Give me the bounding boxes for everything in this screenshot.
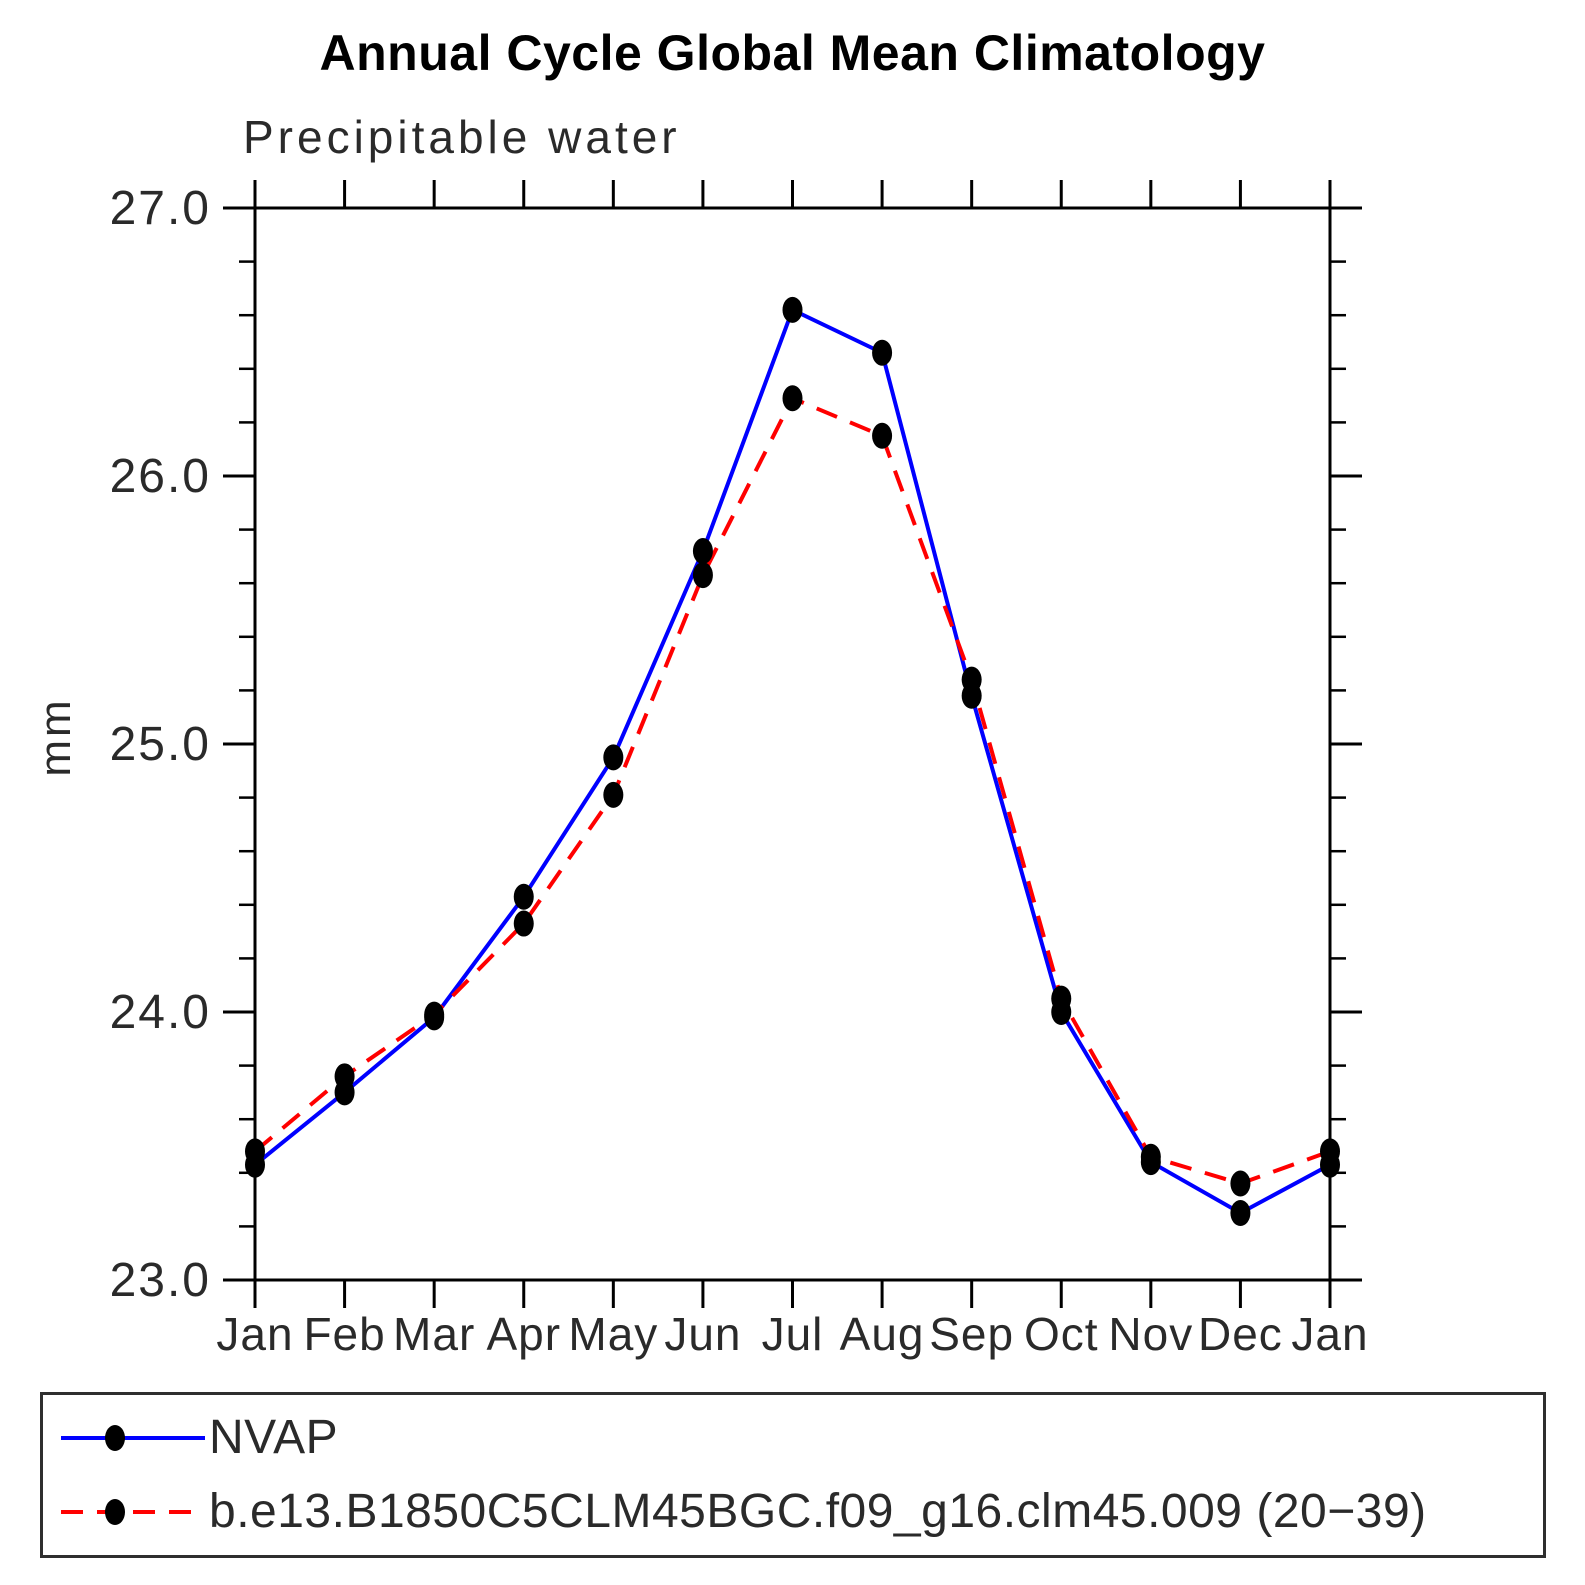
- y-tick-label: 26.0: [110, 450, 211, 503]
- legend-label-model: b.e13.B1850C5CLM45BGC.f09_g16.clm45.009 …: [209, 1485, 1427, 1538]
- legend-label-nvap: NVAP: [209, 1411, 339, 1464]
- x-tick-label: Mar: [393, 1308, 475, 1360]
- legend-item-model: b.e13.B1850C5CLM45BGC.f09_g16.clm45.009 …: [43, 1475, 1543, 1549]
- data-point-marker: [334, 1063, 355, 1090]
- legend-item-nvap: NVAP: [43, 1401, 1543, 1475]
- data-point-marker: [692, 538, 713, 565]
- legend-marker-icon: [105, 1499, 125, 1525]
- x-tick-label: Nov: [1108, 1308, 1193, 1360]
- x-tick-label: Aug: [840, 1308, 925, 1360]
- x-tick-label: Feb: [303, 1308, 385, 1360]
- legend-box: NVAP b.e13.B1850C5CLM45BGC.f09_g16.clm45…: [40, 1392, 1546, 1558]
- y-tick-label: 27.0: [110, 182, 211, 235]
- y-tick-label: 25.0: [110, 718, 211, 771]
- data-point-marker: [961, 666, 982, 693]
- data-point-marker: [692, 562, 713, 589]
- x-tick-label: Oct: [1024, 1308, 1099, 1360]
- plot-frame: [253, 206, 1332, 1282]
- chart-subtitle: Precipitable water: [243, 111, 681, 163]
- data-point-marker: [872, 339, 893, 366]
- data-point-marker: [513, 910, 534, 937]
- data-point-marker: [1230, 1170, 1251, 1197]
- data-point-marker: [1320, 1138, 1340, 1165]
- x-tick-label: Jun: [664, 1308, 741, 1360]
- x-tick-label: Jan: [216, 1308, 293, 1360]
- data-point-marker: [603, 781, 624, 808]
- y-tick-label: 24.0: [110, 986, 211, 1039]
- data-point-marker: [872, 422, 893, 449]
- y-tick-label: 23.0: [110, 1254, 211, 1307]
- chart-title: Annual Cycle Global Mean Climatology: [319, 25, 1266, 81]
- data-point-marker: [603, 744, 624, 771]
- data-point-marker: [782, 296, 803, 323]
- x-tick-label: May: [568, 1308, 658, 1360]
- x-tick-label: Sep: [929, 1308, 1014, 1360]
- series-line-model: [253, 395, 1331, 1186]
- data-point-marker: [513, 883, 534, 910]
- x-tick-label: Apr: [486, 1308, 561, 1360]
- data-point-marker: [782, 385, 803, 412]
- data-point-marker: [1051, 985, 1072, 1012]
- x-tick-label: Jan: [1291, 1308, 1368, 1360]
- series-line-nvap: [253, 307, 1331, 1216]
- data-point-marker: [424, 1001, 445, 1028]
- legend-line-sample-dashed: [61, 1499, 205, 1525]
- x-tick-label: Dec: [1198, 1308, 1283, 1360]
- legend-line-sample-solid: [61, 1425, 205, 1451]
- data-point-marker: [245, 1138, 265, 1165]
- legend-marker-icon: [105, 1425, 125, 1451]
- data-point-marker: [1230, 1200, 1251, 1226]
- data-point-marker: [1140, 1143, 1161, 1170]
- x-tick-label: Jul: [762, 1308, 824, 1360]
